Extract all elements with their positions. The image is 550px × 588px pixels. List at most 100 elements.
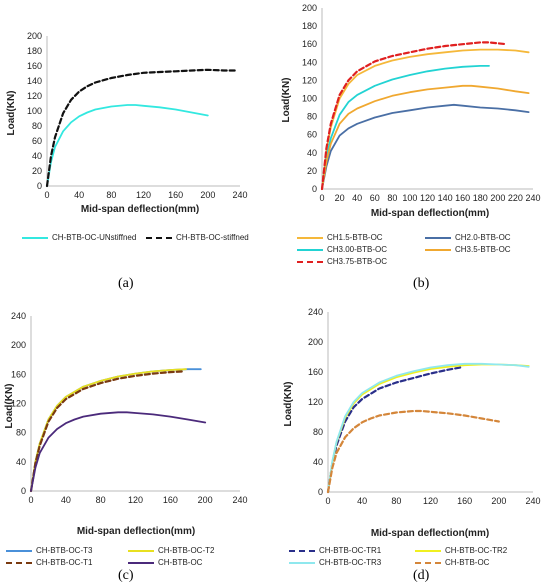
legend-swatch: [415, 549, 441, 552]
x-tick-label: 100: [402, 193, 417, 203]
y-tick-label: 240: [11, 311, 26, 321]
x-tick-label: 160: [163, 495, 178, 505]
series-line-ch2-0-btb-oc: [321, 103, 530, 190]
y-tick-label: 60: [32, 136, 42, 146]
legend-label: CH3.5-BTB-OC: [455, 245, 511, 254]
legend-item: CH3.5-BTB-OC: [425, 245, 511, 254]
x-tick-label: 160: [455, 193, 470, 203]
x-tick-label: 140: [438, 193, 453, 203]
y-tick-label: 200: [302, 3, 317, 13]
x-tick-label: 40: [61, 495, 71, 505]
series-line-ch-btb-oc-t2: [30, 368, 187, 492]
series-line-ch-btb-oc-t1: [29, 370, 185, 493]
series-line-ch1-5-btb-oc: [321, 48, 530, 190]
x-tick-label: 0: [28, 495, 33, 505]
x-tick-label: 0: [319, 193, 324, 203]
legend-label: CH-BTB-OC-T1: [36, 558, 93, 567]
x-tick-label: 200: [200, 190, 215, 200]
x-tick-label: 20: [335, 193, 345, 203]
x-tick-label: 240: [525, 193, 540, 203]
y-axis-label: Load(KN): [281, 78, 292, 123]
legend-label: CH3.75-BTB-OC: [327, 257, 388, 266]
legend-swatch: [425, 236, 451, 239]
x-tick-label: 200: [490, 193, 505, 203]
legend-label: CH-BTB-OC: [158, 558, 203, 567]
chart-panel-b: 0 20 40 60 80 100 120 140 160 180 200 220 240 0 20 40 60…: [275, 0, 550, 292]
legend-item: CH-BTB-OC-UNstiffned: [22, 233, 136, 242]
y-tick-label: 120: [302, 75, 317, 85]
x-tick-label: 160: [457, 496, 472, 506]
y-tick-label: 40: [313, 457, 323, 467]
x-axis-label: Mid-span deflection(mm): [77, 526, 195, 537]
legend-swatch: [6, 549, 32, 552]
y-tick-label: 100: [302, 94, 317, 104]
caption-b: (b): [413, 276, 430, 291]
y-tick-label: 160: [302, 39, 317, 49]
y-tick-label: 40: [16, 457, 26, 467]
legend-label: CH-BTB-OC-UNstiffned: [52, 233, 137, 242]
legend-item: CH-BTB-OC-T1: [6, 558, 92, 567]
y-tick-label: 80: [16, 428, 26, 438]
series-line-ch-btb-oc-stiffned: [45, 68, 238, 188]
legend-item: CH-BTB-OC-T3: [6, 546, 92, 555]
legend-label: CH-BTB-OC: [445, 558, 490, 567]
caption-d: (d): [413, 568, 430, 583]
caption-a: (a): [118, 276, 134, 291]
x-tick-label: 80: [96, 495, 106, 505]
x-tick-label: 200: [198, 495, 213, 505]
line-chart-c: 0 40 80 120 160 200 240 0 40 80 120 160 200 240 Mid-sp…: [4, 311, 248, 537]
legend-item: CH-BTB-OC-TR3: [289, 558, 381, 567]
x-tick-label: 80: [387, 193, 397, 203]
line-chart-b: 0 20 40 60 80 100 120 140 160 180 200 220 2400204060…: [281, 3, 541, 219]
y-tick-label: 120: [11, 399, 26, 409]
legend-label: CH-BTB-OC-T2: [158, 546, 215, 555]
y-tick-label: 140: [302, 57, 317, 67]
x-tick-label: 200: [491, 496, 506, 506]
x-tick-label: 0: [44, 190, 49, 200]
legend-item: CH-BTB-OC: [128, 558, 202, 567]
x-axis-label: Mid-span deflection(mm): [371, 208, 489, 219]
y-tick-label: 20: [32, 166, 42, 176]
y-tick-label: 0: [21, 486, 26, 496]
legend-label: CH-BTB-OC-stiffned: [176, 233, 249, 242]
x-tick-label: 160: [168, 190, 183, 200]
y-tick-label: 60: [307, 130, 317, 140]
y-tick-label: 200: [27, 31, 42, 41]
legend-label: CH-BTB-OC-TR1: [319, 546, 382, 555]
legend-swatch: [128, 549, 154, 552]
y-tick-label: 160: [27, 61, 42, 71]
x-tick-label: 120: [420, 193, 435, 203]
chart-panel-a: 0 40 80 120 160 200 240 0 20 40 60 80 100 120 140 160 18…: [0, 0, 275, 292]
legend-label: CH1.5-BTB-OC: [327, 233, 383, 242]
legend-swatch: [128, 561, 154, 564]
x-tick-label: 240: [232, 190, 247, 200]
x-tick-label: 120: [128, 495, 143, 505]
legend-swatch: [415, 561, 441, 564]
series-line-ch-btb-oc-unstiffned: [46, 104, 209, 187]
x-tick-label: 80: [391, 496, 401, 506]
y-tick-label: 20: [307, 166, 317, 176]
legend-item: CH-BTB-OC-stiffned: [146, 233, 249, 242]
legend-swatch: [297, 248, 323, 251]
y-tick-label: 0: [318, 487, 323, 497]
legend-label: CH-BTB-OC-TR3: [319, 558, 382, 567]
legend-item: CH-BTB-OC-TR1: [289, 546, 381, 555]
y-tick-label: 100: [27, 106, 42, 116]
legend-swatch: [297, 260, 323, 263]
series-line-ch-btb-oc-tr3: [327, 362, 530, 493]
x-tick-label: 40: [352, 193, 362, 203]
y-tick-label: 140: [27, 76, 42, 86]
x-axis-label: Mid-span deflection(mm): [81, 204, 199, 215]
line-chart-a: 0 40 80 120 160 200 240 0 20 40 60 80 100 120 140 160 18…: [6, 31, 248, 215]
legend-item: CH-BTB-OC-TR2: [415, 546, 507, 555]
legend-item: CH2.0-BTB-OC: [425, 233, 511, 242]
x-axis-label: Mid-span deflection(mm): [371, 528, 489, 539]
y-tick-label: 120: [27, 91, 42, 101]
legend-swatch: [289, 561, 315, 564]
series-line-ch-btb-oc: [30, 411, 207, 492]
y-tick-label: 160: [308, 367, 323, 377]
y-tick-label: 80: [313, 427, 323, 437]
legend-item: CH-BTB-OC: [415, 558, 489, 567]
series-line-ch3-00-btb-oc: [321, 65, 490, 190]
legend-swatch: [425, 248, 451, 251]
